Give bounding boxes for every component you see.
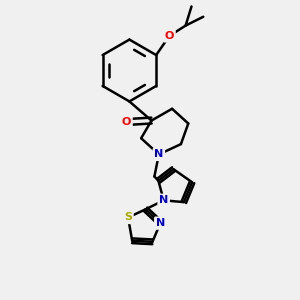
Text: O: O (165, 31, 174, 41)
Text: N: N (154, 149, 164, 159)
Text: N: N (156, 218, 165, 228)
Text: S: S (124, 212, 132, 223)
Text: O: O (122, 117, 131, 127)
Text: N: N (159, 195, 168, 205)
